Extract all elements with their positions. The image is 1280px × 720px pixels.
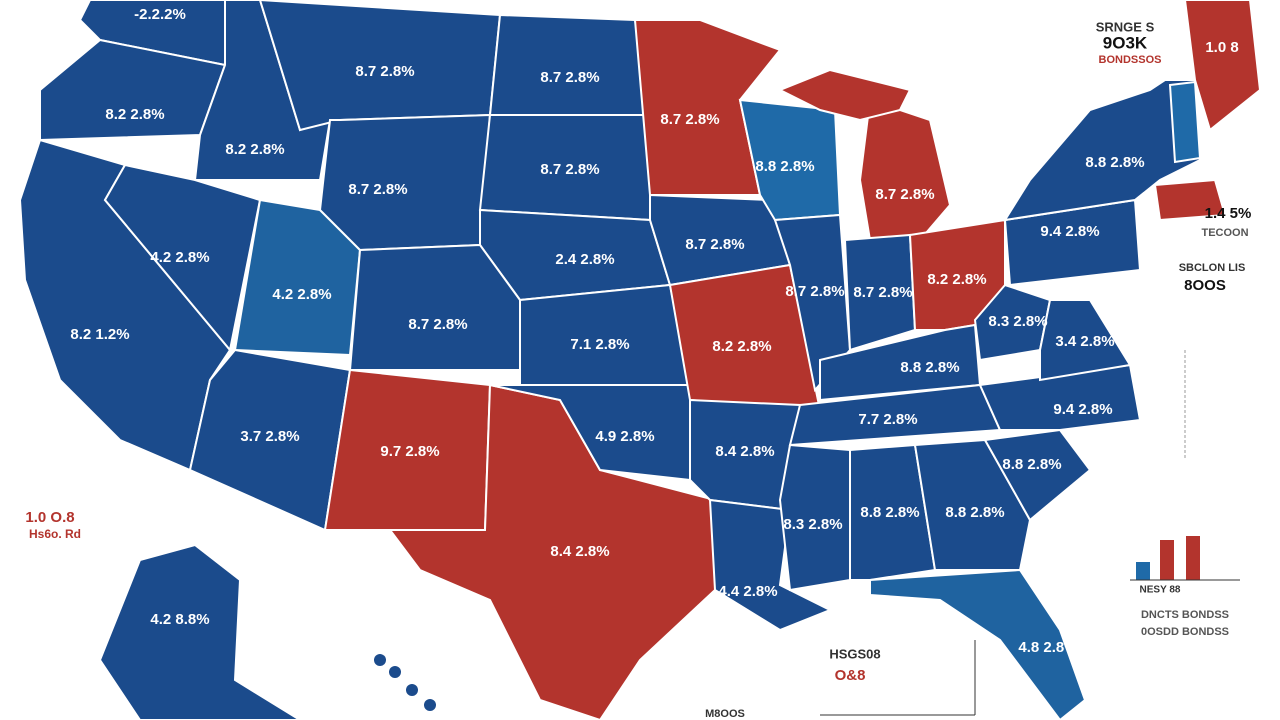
region-label: 8.2 2.8% xyxy=(225,141,284,158)
annotation: HSGS08 xyxy=(829,646,880,661)
region xyxy=(1183,0,1262,132)
region-inset xyxy=(1168,80,1202,164)
region xyxy=(489,384,691,482)
region-label: 8.3 2.8% xyxy=(783,516,842,533)
region-label: 8.7 2.8% xyxy=(785,283,844,300)
region xyxy=(1153,178,1227,222)
legend-bar xyxy=(1136,562,1150,580)
region xyxy=(913,438,1032,571)
region-label: 8.7 2.8% xyxy=(540,69,599,86)
region-label: 8.7 2.8% xyxy=(540,161,599,178)
annotation: 1.0 O.8 xyxy=(25,509,74,526)
region xyxy=(1039,299,1132,382)
annotation: SRNGE S xyxy=(1096,19,1155,34)
region-label: 4.2 2.8% xyxy=(272,286,331,303)
region-label: 4.2 8.8% xyxy=(150,611,209,628)
region-label: 8.3 2.8% xyxy=(988,313,1047,330)
region xyxy=(98,543,302,720)
island xyxy=(374,654,386,666)
annotation: 8OOS xyxy=(1184,277,1226,294)
island xyxy=(424,699,436,711)
region xyxy=(849,443,937,581)
region-label: 9.7 2.8% xyxy=(380,443,439,460)
legend-bar xyxy=(1160,540,1174,580)
annotation: 1.4 5% xyxy=(1205,205,1252,222)
region-label: 4.9 2.8% xyxy=(595,428,654,445)
annotation: Hs6o. Rd xyxy=(29,527,81,541)
region-label: -2.2.2% xyxy=(134,6,186,23)
legend-bar xyxy=(1186,536,1200,580)
annotation: NESY 88 xyxy=(1140,585,1181,596)
region xyxy=(777,68,912,122)
region-label: 9.4 2.8% xyxy=(1053,401,1112,418)
region-label: 8.2 1.2% xyxy=(70,326,129,343)
region-label: 8.8 2.8% xyxy=(945,504,1004,521)
region xyxy=(488,13,652,116)
island xyxy=(406,684,418,696)
region-label: 8.2 2.8% xyxy=(712,338,771,355)
annotation: TECOON xyxy=(1201,227,1248,239)
region xyxy=(188,348,352,532)
region-label: 8.7 2.8% xyxy=(853,284,912,301)
region-label: 8.7 2.8% xyxy=(685,236,744,253)
region-label: 8.7 2.8% xyxy=(348,181,407,198)
region xyxy=(348,243,521,371)
region-label: 8.2 2.8% xyxy=(927,271,986,288)
region-label: 4.2 2.8% xyxy=(150,249,209,266)
region-label: 8.8 2.8% xyxy=(755,158,814,175)
region-label: 1.0 8 xyxy=(1205,39,1238,56)
region-label: 8.4 2.8% xyxy=(550,543,609,560)
annotation: O&8 xyxy=(835,667,866,684)
region-label: 7.1 2.8% xyxy=(570,336,629,353)
region xyxy=(103,163,262,353)
region-label: 3.4 2.8% xyxy=(1055,333,1114,350)
region-label: 8.7 2.8% xyxy=(355,63,414,80)
legend-bars xyxy=(1130,536,1240,581)
regions xyxy=(18,0,1262,720)
region-label: 8.8 2.8% xyxy=(860,504,919,521)
island xyxy=(389,666,401,678)
region-label: 7.7 2.8% xyxy=(858,411,917,428)
region xyxy=(869,568,1087,720)
region xyxy=(983,428,1092,522)
region-label: 8.7 2.8% xyxy=(875,186,934,203)
annotation: M8OOS xyxy=(705,708,745,720)
region-label: 3.7 2.8% xyxy=(240,428,299,445)
annotation: BONDSSOS xyxy=(1099,54,1162,66)
annotation: 9O3K xyxy=(1103,33,1148,52)
region-label: 2.4 2.8% xyxy=(555,251,614,268)
region-label: 8.8 2.8% xyxy=(1002,456,1061,473)
region-label: 8.8 2.8% xyxy=(900,359,959,376)
region-label: 8.7 2.8% xyxy=(660,111,719,128)
annotation: 0OSDD BONDSS xyxy=(1141,626,1229,638)
region-label: 8.4 2.8% xyxy=(715,443,774,460)
annotation: SBCLON LIS xyxy=(1179,262,1246,274)
region xyxy=(778,443,851,592)
region-label: 4.8 2.8% xyxy=(1018,639,1077,656)
region xyxy=(819,323,982,402)
region-label: 9.4 2.8% xyxy=(1040,223,1099,240)
annotation: DNCTS BONDSS xyxy=(1141,609,1229,621)
region-label: 8.8 2.8% xyxy=(1085,154,1144,171)
region-label: 8.7 2.8% xyxy=(408,316,467,333)
region-label: 8.2 2.8% xyxy=(105,106,164,123)
region-label: 4.4 2.8% xyxy=(718,583,777,600)
